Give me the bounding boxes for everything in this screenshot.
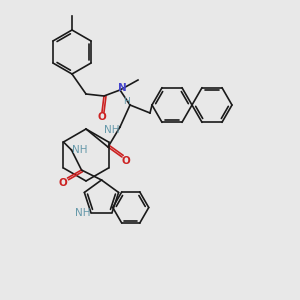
Text: NH: NH <box>75 208 91 218</box>
Text: NH: NH <box>104 125 120 135</box>
Text: O: O <box>98 112 106 122</box>
Text: H: H <box>124 98 130 106</box>
Text: N: N <box>118 83 126 93</box>
Text: O: O <box>58 178 67 188</box>
Text: O: O <box>122 156 130 166</box>
Text: NH: NH <box>72 145 87 155</box>
